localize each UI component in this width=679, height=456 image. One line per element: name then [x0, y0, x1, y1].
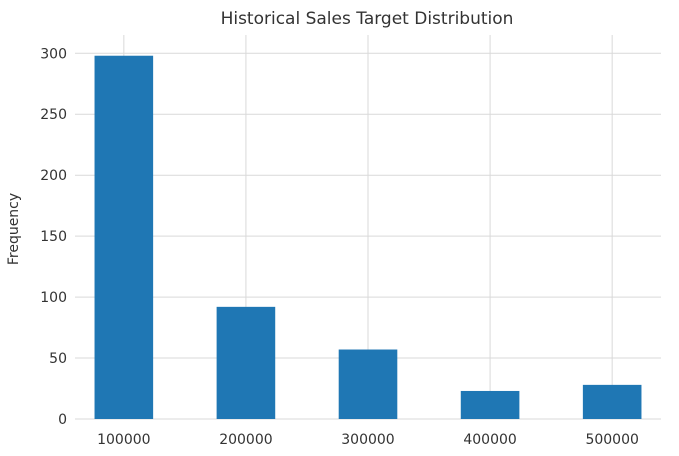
x-tick-label: 100000 [97, 432, 150, 448]
x-tick-label: 200000 [219, 432, 272, 448]
bar [216, 306, 276, 419]
chart-title: Historical Sales Target Distribution [221, 9, 514, 29]
y-tick-label: 100 [40, 290, 67, 306]
y-axis-label: Frequency [6, 193, 22, 265]
bar [582, 384, 642, 419]
x-tick-labels: 100000 200000 300000 400000 500000 [97, 432, 639, 448]
bars [94, 55, 642, 419]
y-tick-label: 150 [40, 229, 67, 245]
y-tick-label: 250 [40, 107, 67, 123]
bar [338, 349, 398, 419]
bar [460, 390, 520, 419]
y-tick-label: 50 [49, 351, 67, 367]
x-tick-label: 400000 [463, 432, 516, 448]
y-tick-labels: 0 50 100 150 200 250 300 [40, 46, 67, 428]
x-tick-label: 300000 [341, 432, 394, 448]
x-tick-label: 500000 [585, 432, 638, 448]
y-tick-label: 200 [40, 168, 67, 184]
y-tick-label: 0 [58, 412, 67, 428]
bar [94, 55, 154, 419]
y-tick-label: 300 [40, 46, 67, 62]
